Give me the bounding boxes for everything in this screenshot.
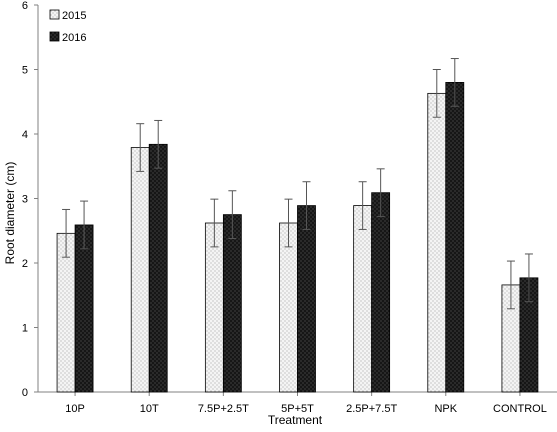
legend-label: 2016 bbox=[62, 32, 86, 44]
x-tick-label: 7.5P+2.5T bbox=[198, 403, 249, 415]
bar-2015-NPK bbox=[427, 92, 447, 393]
legend-swatch-2015 bbox=[49, 9, 60, 20]
x-tick-label: CONTROL bbox=[493, 403, 547, 415]
x-axis-title: Treatment bbox=[268, 413, 323, 427]
bar-2015-2.5P+7.5T bbox=[353, 205, 373, 393]
x-tick-label: 10P bbox=[65, 403, 85, 415]
bar-2016-2.5P+7.5T bbox=[371, 192, 391, 393]
bar-2016-5P+5T bbox=[297, 205, 316, 393]
y-tick-label: 5 bbox=[22, 65, 28, 77]
bar-2015-7.5P+2.5T bbox=[204, 222, 224, 393]
x-tick-label: 2.5P+7.5T bbox=[346, 403, 397, 415]
x-tick-label: 5P+5T bbox=[281, 403, 314, 415]
legend-swatch-2016 bbox=[49, 31, 60, 42]
y-tick-label: 0 bbox=[22, 387, 28, 399]
y-axis-title: Root diameter (cm) bbox=[3, 162, 17, 265]
x-tick-label: 10T bbox=[140, 403, 159, 415]
legend-label: 2015 bbox=[62, 10, 86, 22]
y-tick-label: 3 bbox=[22, 194, 28, 206]
bar-2016-10P bbox=[74, 224, 94, 393]
y-tick-label: 1 bbox=[22, 323, 28, 335]
y-tick-label: 2 bbox=[22, 258, 28, 270]
x-tick-label: NPK bbox=[434, 403, 457, 415]
y-tick-label: 4 bbox=[22, 129, 28, 141]
bar-2015-5P+5T bbox=[279, 222, 298, 393]
bar-2016-NPK bbox=[445, 82, 465, 393]
bar-2016-7.5P+2.5T bbox=[222, 214, 242, 393]
y-tick-label: 6 bbox=[22, 0, 28, 12]
bar-2016-10T bbox=[148, 143, 168, 393]
bar-2015-10T bbox=[130, 147, 150, 393]
